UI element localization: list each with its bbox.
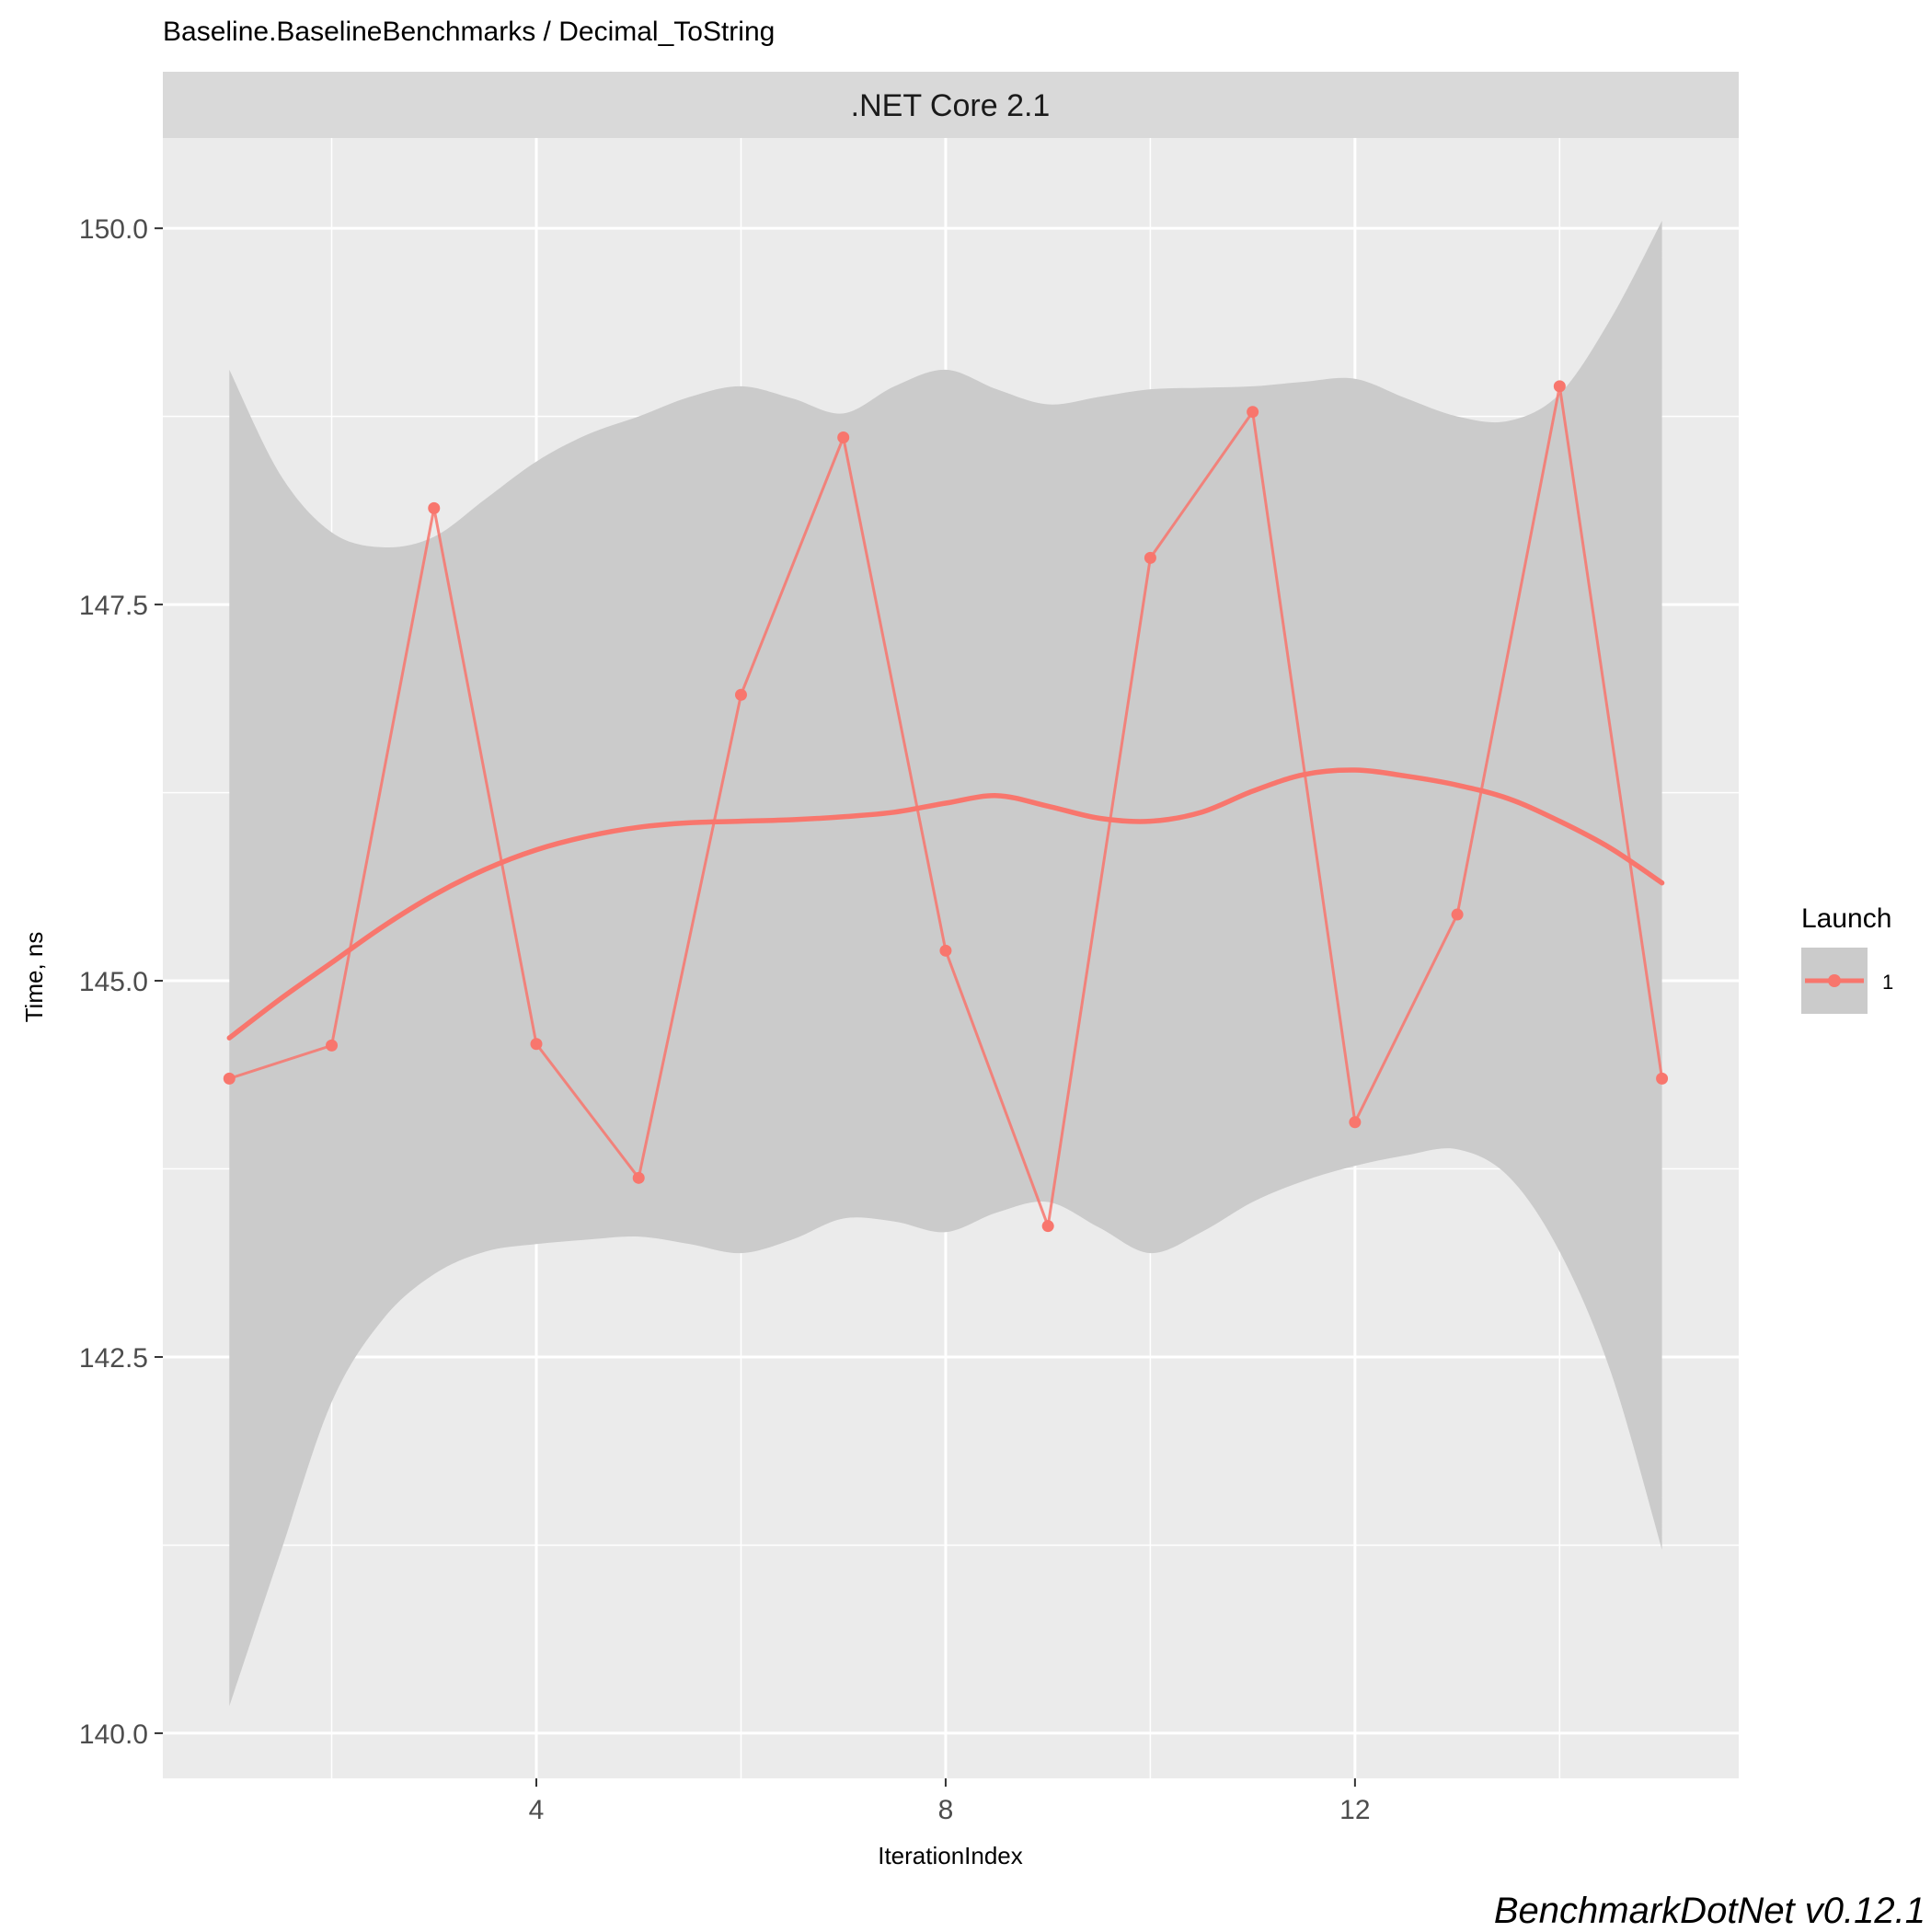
data-point — [1144, 551, 1156, 564]
benchmark-credit: BenchmarkDotNet v0.12.1 — [1493, 1891, 1925, 1931]
smooth-line-layer — [226, 767, 1665, 1041]
series-layer — [223, 380, 1669, 1233]
smooth-trend-line — [226, 767, 1665, 1041]
legend-key-point — [1828, 974, 1841, 987]
data-point — [632, 1171, 645, 1184]
x-tick-label: 8 — [938, 1795, 954, 1825]
x-axis-label: IterationIndex — [878, 1842, 1023, 1869]
data-point — [837, 431, 850, 444]
data-point — [223, 1072, 236, 1085]
confidence-band-layer — [229, 220, 1662, 1707]
x-tick-label: 12 — [1339, 1795, 1370, 1825]
data-point — [1451, 908, 1464, 921]
y-tick-label: 145.0 — [79, 967, 148, 997]
data-point — [1041, 1220, 1054, 1233]
data-point — [939, 944, 952, 957]
y-tick-label: 140.0 — [79, 1719, 148, 1750]
x-tick-label: 4 — [529, 1795, 545, 1825]
data-point — [1553, 380, 1566, 393]
chart-title: Baseline.BaselineBenchmarks / Decimal_To… — [163, 17, 776, 47]
data-point — [1247, 406, 1259, 419]
legend-title: Launch — [1801, 903, 1891, 934]
data-point — [1349, 1116, 1362, 1129]
facet-strip — [163, 72, 1739, 138]
data-point — [530, 1038, 543, 1051]
confidence-band — [229, 220, 1662, 1707]
legend: Launch 1 — [1801, 903, 1893, 1014]
data-point — [428, 501, 441, 514]
data-point — [326, 1039, 339, 1052]
y-tick-label: 147.5 — [79, 591, 148, 621]
axes: 140.0 142.5 145.0 147.5 150.0 4 8 12 — [79, 214, 1371, 1825]
y-axis-label: Time, ns — [20, 932, 48, 1023]
data-point — [734, 688, 747, 701]
legend-entry-label: 1 — [1882, 971, 1893, 994]
y-tick-label: 150.0 — [79, 214, 148, 245]
y-tick-label: 142.5 — [79, 1343, 148, 1374]
data-point — [1656, 1072, 1669, 1085]
facet-strip-label: .NET Core 2.1 — [851, 88, 1051, 123]
